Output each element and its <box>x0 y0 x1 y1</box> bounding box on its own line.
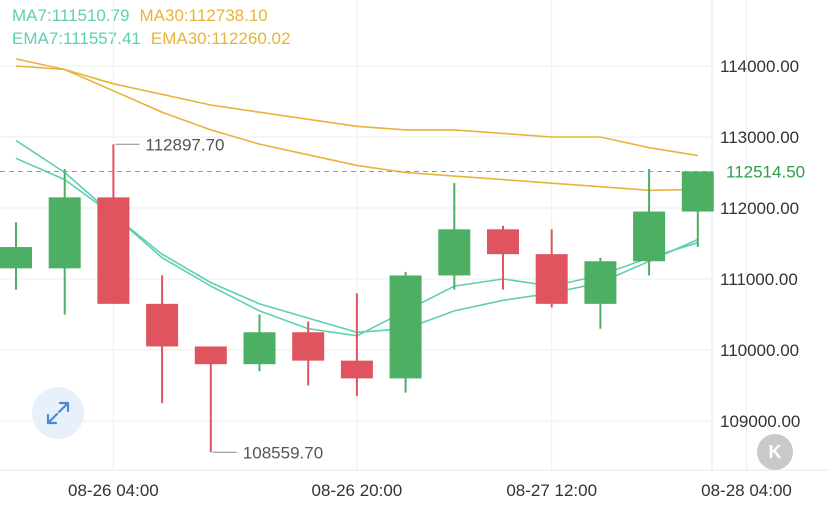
y-tick-label: 111000.00 <box>720 270 798 289</box>
candle-body <box>681 171 714 212</box>
ema30-line <box>15 65 698 192</box>
x-tick-label: 08-26 20:00 <box>312 481 403 500</box>
max-price-label: 112897.70 <box>145 135 224 154</box>
candle-body <box>243 332 276 365</box>
expand-arrows-icon <box>46 401 70 425</box>
x-tick-label: 08-26 04:00 <box>68 481 159 500</box>
candle-body <box>389 275 422 379</box>
candle-down <box>97 144 130 304</box>
y-tick-label: 114000.00 <box>720 57 799 76</box>
legend-ema-row: EMA7:111557.41 EMA30:112260.02 <box>12 29 300 49</box>
candle-up <box>48 168 81 315</box>
candle-body <box>292 332 325 361</box>
min-price-label: 108559.70 <box>243 443 323 462</box>
legend-ma-row: MA7:111510.79 MA30:112738.10 <box>12 6 278 26</box>
k-line-toggle-button[interactable]: K <box>757 434 793 470</box>
candle-body <box>48 197 81 269</box>
y-tick-label: 113000.00 <box>720 128 799 147</box>
y-tick-label: 110000.00 <box>720 341 799 360</box>
candle-up <box>0 222 32 290</box>
candle-body <box>535 254 568 304</box>
x-axis-labels: 08-26 04:00 08-26 20:00 08-27 12:00 08-28 0… <box>68 481 792 500</box>
candle-down <box>535 229 568 308</box>
candles <box>0 144 714 453</box>
legend-ema30: EMA30:112260.02 <box>150 29 291 48</box>
k-label: K <box>768 441 782 462</box>
candle-down <box>340 293 373 397</box>
expand-button[interactable] <box>32 387 84 439</box>
candle-body <box>97 197 130 304</box>
candle-body <box>487 229 519 255</box>
candle-down <box>194 346 227 453</box>
y-tick-label: 112000.00 <box>720 199 799 218</box>
candle-body <box>146 303 179 347</box>
last-price-label: 112514.50 <box>726 162 805 181</box>
candle-down <box>487 225 519 290</box>
candle-up <box>389 271 422 393</box>
candle-up <box>243 314 276 372</box>
ma30-line <box>15 58 698 157</box>
legend-ma7: MA7:111510.79 <box>12 6 130 25</box>
candle-up <box>681 171 714 248</box>
x-tick-label: 08-28 04:00 <box>701 481 792 500</box>
candle-up <box>633 168 666 276</box>
legend-ma30: MA30:112738.10 <box>139 6 268 25</box>
x-tick-label: 08-27 12:00 <box>506 481 597 500</box>
candle-up <box>438 183 471 290</box>
candle-up <box>584 257 617 329</box>
y-axis-labels: 114000.00 113000.00 112000.00 111000.00 1100… <box>720 57 800 431</box>
legend-ema7: EMA7:111557.41 <box>12 29 141 48</box>
candle-down <box>146 275 179 404</box>
candle-body <box>0 247 32 269</box>
candle-body <box>194 346 227 365</box>
candle-body <box>438 229 471 276</box>
candle-body <box>584 261 617 304</box>
y-tick-label: 109000.00 <box>720 412 800 431</box>
candle-body <box>633 211 666 262</box>
price-annotations: 112514.50 112897.70 108559.70 <box>0 135 805 462</box>
candle-down <box>292 321 325 386</box>
candle-body <box>340 360 373 379</box>
